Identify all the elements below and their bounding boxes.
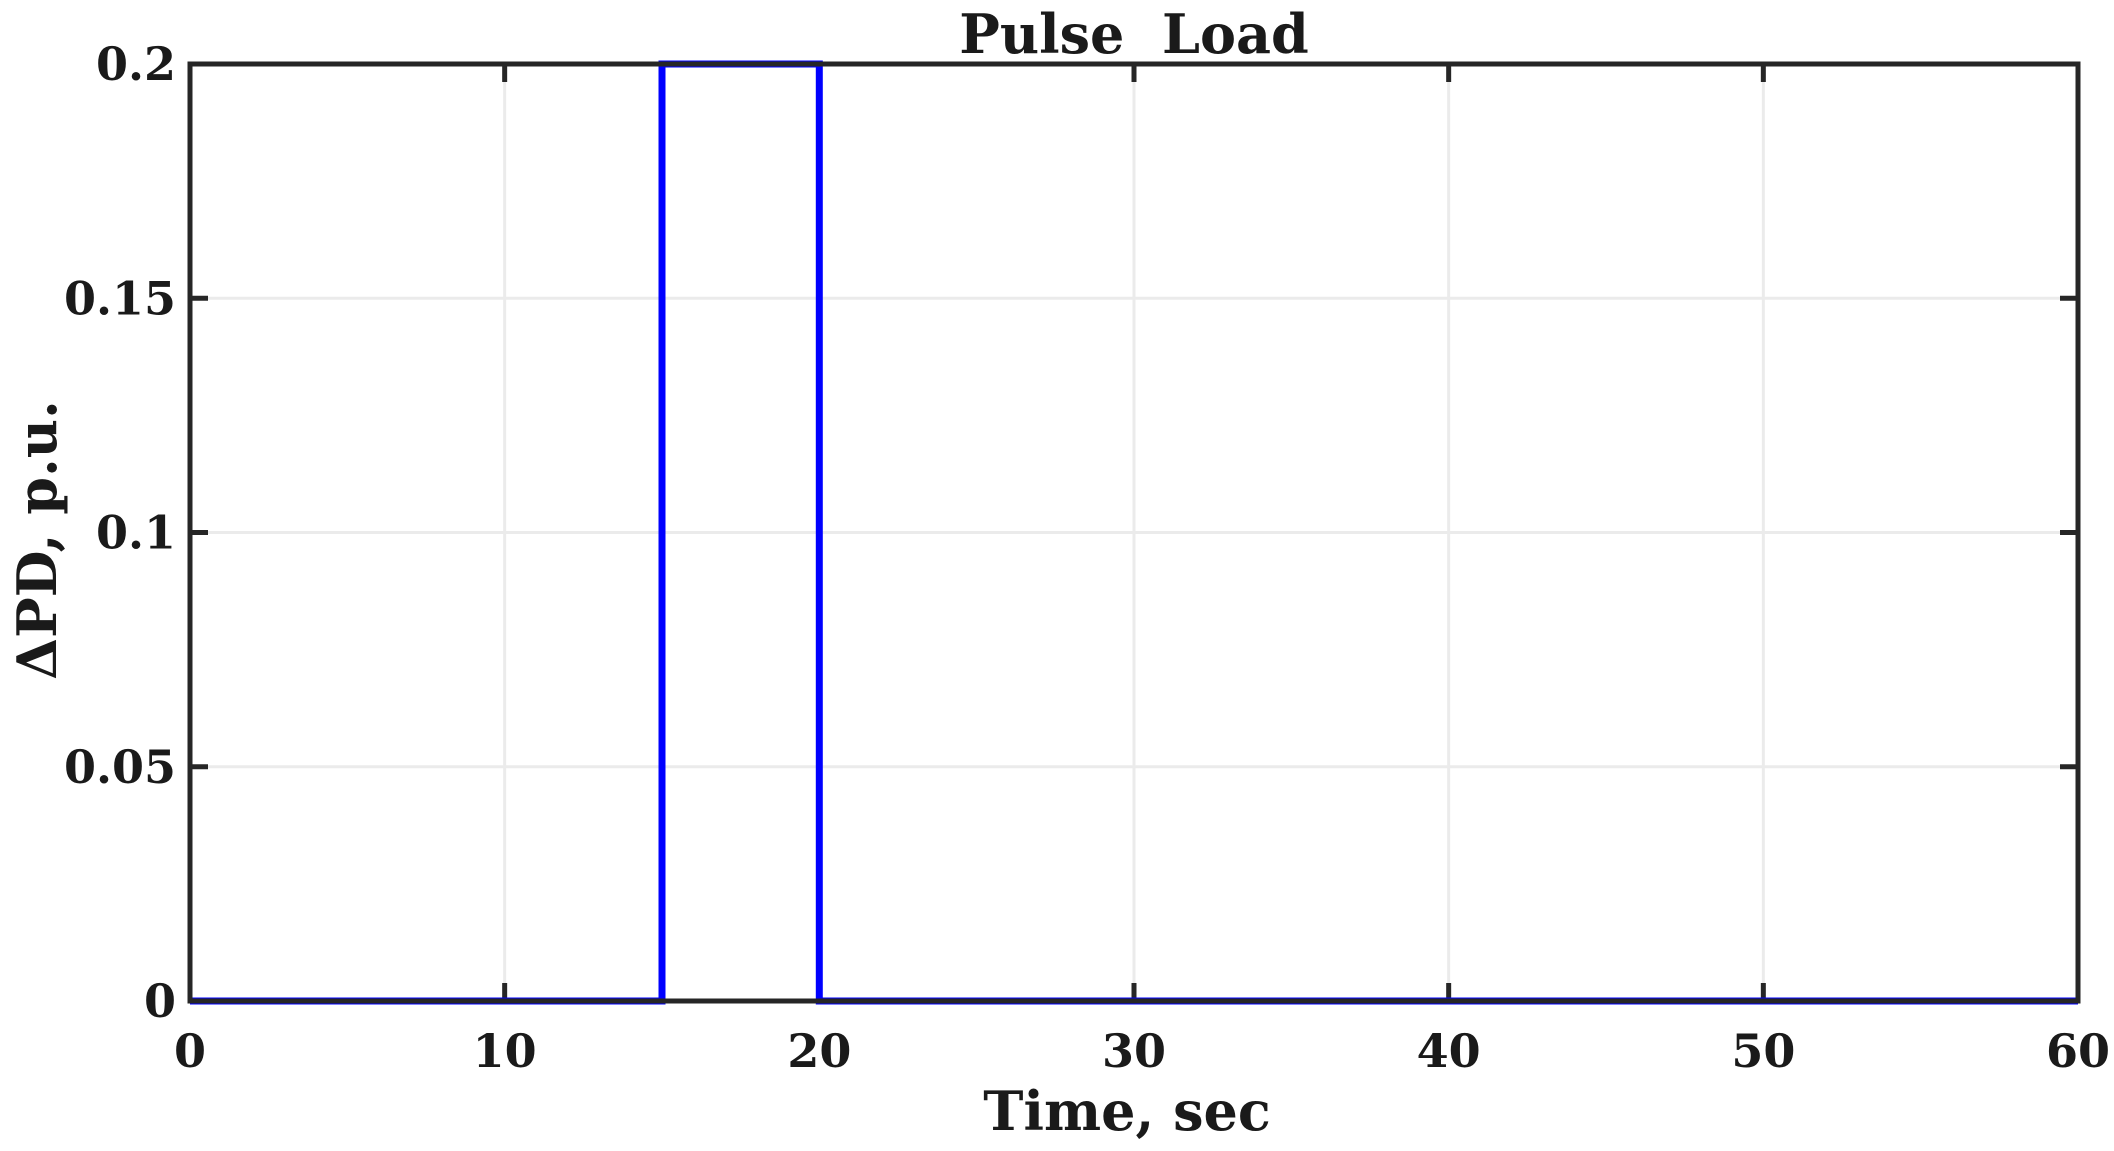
y-tick-labels: 0 0.05 0.1 0.15 0.2 bbox=[64, 37, 176, 1028]
grid-lines bbox=[190, 64, 2078, 1001]
y-tick-label: 0.15 bbox=[64, 271, 176, 325]
x-tick-label: 40 bbox=[1417, 1024, 1481, 1078]
x-tick-label: 0 bbox=[174, 1024, 206, 1078]
x-tick-label: 60 bbox=[2046, 1024, 2110, 1078]
chart-title: Pulse Load bbox=[959, 2, 1308, 66]
y-tick-label: 0 bbox=[144, 974, 176, 1028]
plot-frame bbox=[187, 61, 2081, 1004]
x-tick-label: 50 bbox=[1731, 1024, 1795, 1078]
y-axis-title: ΔPD, p.u. bbox=[5, 400, 69, 680]
y-tick-label: 0.1 bbox=[96, 506, 176, 560]
x-tick-labels: 0 10 20 30 40 50 60 bbox=[174, 1024, 2110, 1078]
x-axis-title: Time, sec bbox=[983, 1079, 1270, 1143]
x-tick-label: 30 bbox=[1102, 1024, 1166, 1078]
x-tick-label: 10 bbox=[473, 1024, 537, 1078]
y-tick-label: 0.05 bbox=[64, 740, 176, 794]
x-tick-label: 20 bbox=[787, 1024, 851, 1078]
y-tick-label: 0.2 bbox=[96, 37, 176, 91]
